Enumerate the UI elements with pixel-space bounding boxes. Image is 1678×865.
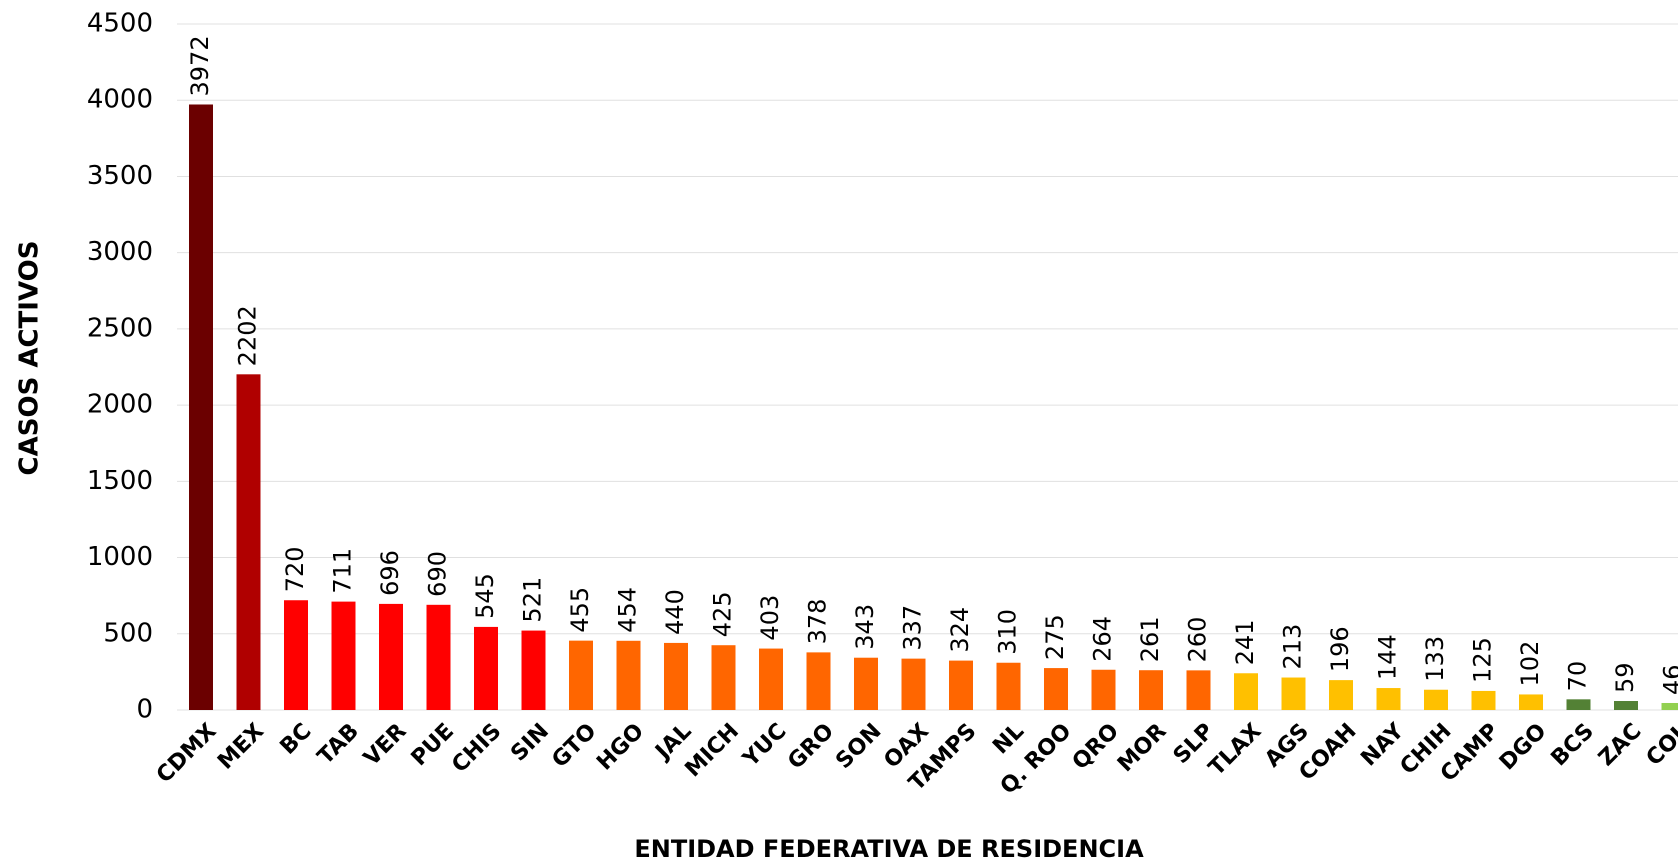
bar	[854, 657, 878, 710]
value-label: 46	[1659, 664, 1678, 695]
value-label: 133	[1421, 636, 1449, 682]
x-tick-label: TLAX	[1204, 719, 1266, 781]
bar	[1186, 670, 1211, 710]
value-label: 454	[614, 587, 642, 633]
y-tick-label: 1500	[87, 466, 153, 496]
bar	[806, 652, 831, 710]
x-tick-label: COL	[1642, 719, 1678, 771]
value-label: 241	[1231, 619, 1259, 665]
x-tick-label: SON	[831, 719, 886, 774]
bar	[426, 604, 451, 710]
bar	[569, 640, 593, 710]
bar	[474, 626, 498, 710]
bar	[949, 660, 973, 710]
bar	[1519, 694, 1543, 710]
x-tick-label: BCS	[1547, 719, 1599, 771]
value-label: 378	[804, 599, 832, 645]
bar	[521, 630, 546, 710]
bar	[1281, 677, 1306, 710]
value-label: 59	[1611, 662, 1639, 693]
bar	[331, 601, 356, 710]
x-tick-label: SIN	[506, 719, 554, 767]
x-tick-label: MEX	[213, 719, 269, 775]
y-tick-label: 4500	[87, 9, 153, 39]
bar	[1091, 669, 1116, 710]
bar	[189, 104, 213, 711]
x-tick-label: DGO	[1495, 719, 1552, 776]
value-label: 261	[1136, 616, 1164, 662]
value-label: 2202	[234, 305, 262, 366]
value-label: 711	[329, 548, 357, 594]
bar	[1139, 670, 1163, 710]
bar	[711, 645, 736, 710]
value-label: 310	[994, 609, 1022, 655]
value-label: 455	[566, 587, 594, 633]
bar	[1566, 699, 1591, 710]
x-tick-label: GTO	[547, 719, 601, 773]
value-label: 275	[1041, 614, 1069, 660]
bar	[1376, 688, 1401, 710]
x-tick-label: MICH	[681, 719, 744, 782]
y-tick-label: 0	[136, 695, 153, 725]
bar	[1044, 668, 1068, 710]
bar	[901, 658, 926, 710]
y-tick-label: 2000	[87, 390, 153, 420]
y-tick-label: 1000	[87, 542, 153, 572]
y-tick-label: 3500	[87, 161, 153, 191]
x-tick-label: TAB	[313, 719, 364, 770]
value-label: 260	[1184, 617, 1212, 663]
y-tick-label: 4000	[87, 85, 153, 115]
value-label: 440	[661, 589, 689, 635]
value-label: 144	[1374, 634, 1402, 680]
value-label: 545	[471, 573, 499, 619]
y-axis-title: CASOS ACTIVOS	[15, 241, 45, 476]
value-label: 70	[1564, 661, 1592, 692]
x-tick-label: HGO	[592, 719, 649, 776]
x-tick-label: CHIS	[447, 719, 506, 778]
value-label: 521	[519, 577, 547, 623]
bar	[1424, 689, 1448, 710]
x-axis-title: ENTIDAD FEDERATIVA DE RESIDENCIA	[634, 835, 1144, 863]
bar	[1471, 690, 1496, 710]
value-label: 343	[851, 604, 879, 650]
bar	[284, 600, 308, 710]
x-tick-label: MOR	[1113, 719, 1171, 777]
x-tick-label: ZAC	[1594, 719, 1646, 771]
value-label: 425	[709, 591, 737, 637]
y-tick-label: 3000	[87, 237, 153, 267]
value-label: 324	[946, 607, 974, 653]
bar	[1661, 702, 1678, 710]
bar	[379, 603, 403, 710]
bar	[664, 642, 688, 710]
bar	[1614, 701, 1638, 710]
bar	[1329, 680, 1353, 710]
x-tick-label: GRO	[783, 719, 839, 775]
bar	[759, 648, 783, 710]
bar	[1234, 673, 1258, 710]
value-label: 696	[376, 550, 404, 596]
value-label: 125	[1469, 637, 1497, 683]
value-label: 102	[1516, 641, 1544, 687]
x-tick-label: CDMX	[152, 719, 222, 789]
bar	[996, 662, 1021, 710]
value-label: 196	[1326, 626, 1354, 672]
value-label: 690	[424, 551, 452, 597]
value-label: 403	[756, 595, 784, 641]
x-tick-label: YUC	[738, 719, 792, 773]
x-tick-label: BC	[276, 719, 317, 760]
bar	[616, 640, 641, 710]
value-label: 3972	[186, 35, 214, 96]
bar	[236, 374, 261, 710]
value-label: 213	[1279, 624, 1307, 670]
y-tick-label: 2500	[87, 313, 153, 343]
value-label: 337	[899, 605, 927, 651]
x-tick-label: QRO	[1068, 719, 1124, 775]
y-tick-label: 500	[103, 618, 153, 648]
x-tick-label: VER	[359, 719, 411, 771]
x-tick-label: NL	[988, 719, 1029, 760]
value-label: 264	[1089, 616, 1117, 662]
value-label: 720	[281, 546, 309, 592]
